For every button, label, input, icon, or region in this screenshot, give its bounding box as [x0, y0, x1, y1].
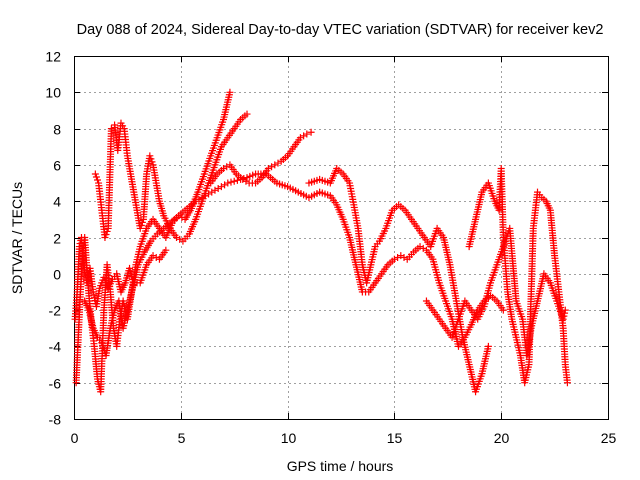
data-point-interp — [102, 230, 110, 238]
data-point — [101, 234, 109, 241]
y-tick-label: -6 — [49, 376, 62, 392]
y-tick-label: 8 — [53, 122, 61, 138]
x-tick-label: 10 — [281, 430, 297, 446]
y-tick-label: 12 — [45, 49, 61, 65]
data-point-interp — [103, 227, 111, 235]
data-point — [146, 152, 154, 160]
y-tick-label: -2 — [49, 303, 62, 319]
data-point — [303, 130, 311, 138]
y-tick-label: 4 — [53, 194, 61, 210]
y-tick-label: -8 — [49, 412, 62, 428]
data-point-interp — [300, 132, 308, 140]
data-point-interp — [176, 235, 184, 243]
data-point — [397, 252, 405, 260]
y-tick-labels: -8 -6 -4 -2 0 2 4 6 8 10 12 — [45, 49, 61, 428]
data-point-interp — [227, 178, 235, 186]
data-point — [224, 179, 232, 187]
y-tick-label: 6 — [53, 158, 61, 174]
y-tick-label: 10 — [45, 85, 61, 101]
data-point — [559, 315, 567, 323]
data-point — [271, 161, 279, 169]
x-tick-label: 5 — [178, 430, 186, 446]
data-point-interp — [394, 253, 402, 261]
x-tick-label: 0 — [71, 430, 79, 446]
data-point-interp — [268, 163, 276, 171]
data-point — [230, 177, 238, 185]
data-point — [563, 379, 571, 387]
data-point — [243, 110, 251, 118]
x-axis-label: GPS time / hours — [287, 458, 394, 474]
data-point-interp — [561, 309, 569, 317]
data-point — [226, 88, 234, 96]
y-axis-label: SDTVAR / TECUs — [9, 182, 25, 294]
data-point — [211, 186, 219, 194]
data-point-interp — [148, 158, 156, 166]
data-point — [91, 170, 99, 178]
data-point — [561, 306, 569, 314]
data-point-interp — [208, 188, 216, 196]
data-point-interp — [400, 253, 408, 261]
data-point — [107, 125, 115, 133]
data-point — [162, 246, 170, 254]
data-point-interp — [147, 155, 155, 163]
y-tick-label: 2 — [53, 231, 61, 247]
data-point-interp — [221, 181, 229, 189]
plot-frame — [74, 56, 609, 420]
data-point-interp — [92, 173, 100, 181]
data-point — [499, 306, 507, 314]
x-tick-label: 20 — [494, 430, 510, 446]
data-point-interp — [560, 312, 568, 320]
data-point-interp — [138, 218, 146, 226]
data-point — [136, 224, 144, 232]
data-point — [484, 342, 492, 350]
y-tick-label: 0 — [53, 267, 61, 283]
data-points — [71, 88, 571, 396]
data-point-interp — [214, 184, 222, 192]
x-tick-label: 15 — [387, 430, 403, 446]
data-point — [217, 183, 225, 191]
x-tick-labels: 0 5 10 15 20 25 — [71, 430, 617, 446]
y-tick-label: -4 — [49, 339, 62, 355]
chart-title: Day 088 of 2024, Sidereal Day-to-day VTE… — [77, 22, 604, 38]
data-point-interp — [93, 176, 101, 184]
data-point — [307, 128, 315, 136]
x-tick-label: 25 — [601, 430, 617, 446]
data-point-interp — [419, 244, 427, 252]
data-point-interp — [137, 221, 145, 229]
